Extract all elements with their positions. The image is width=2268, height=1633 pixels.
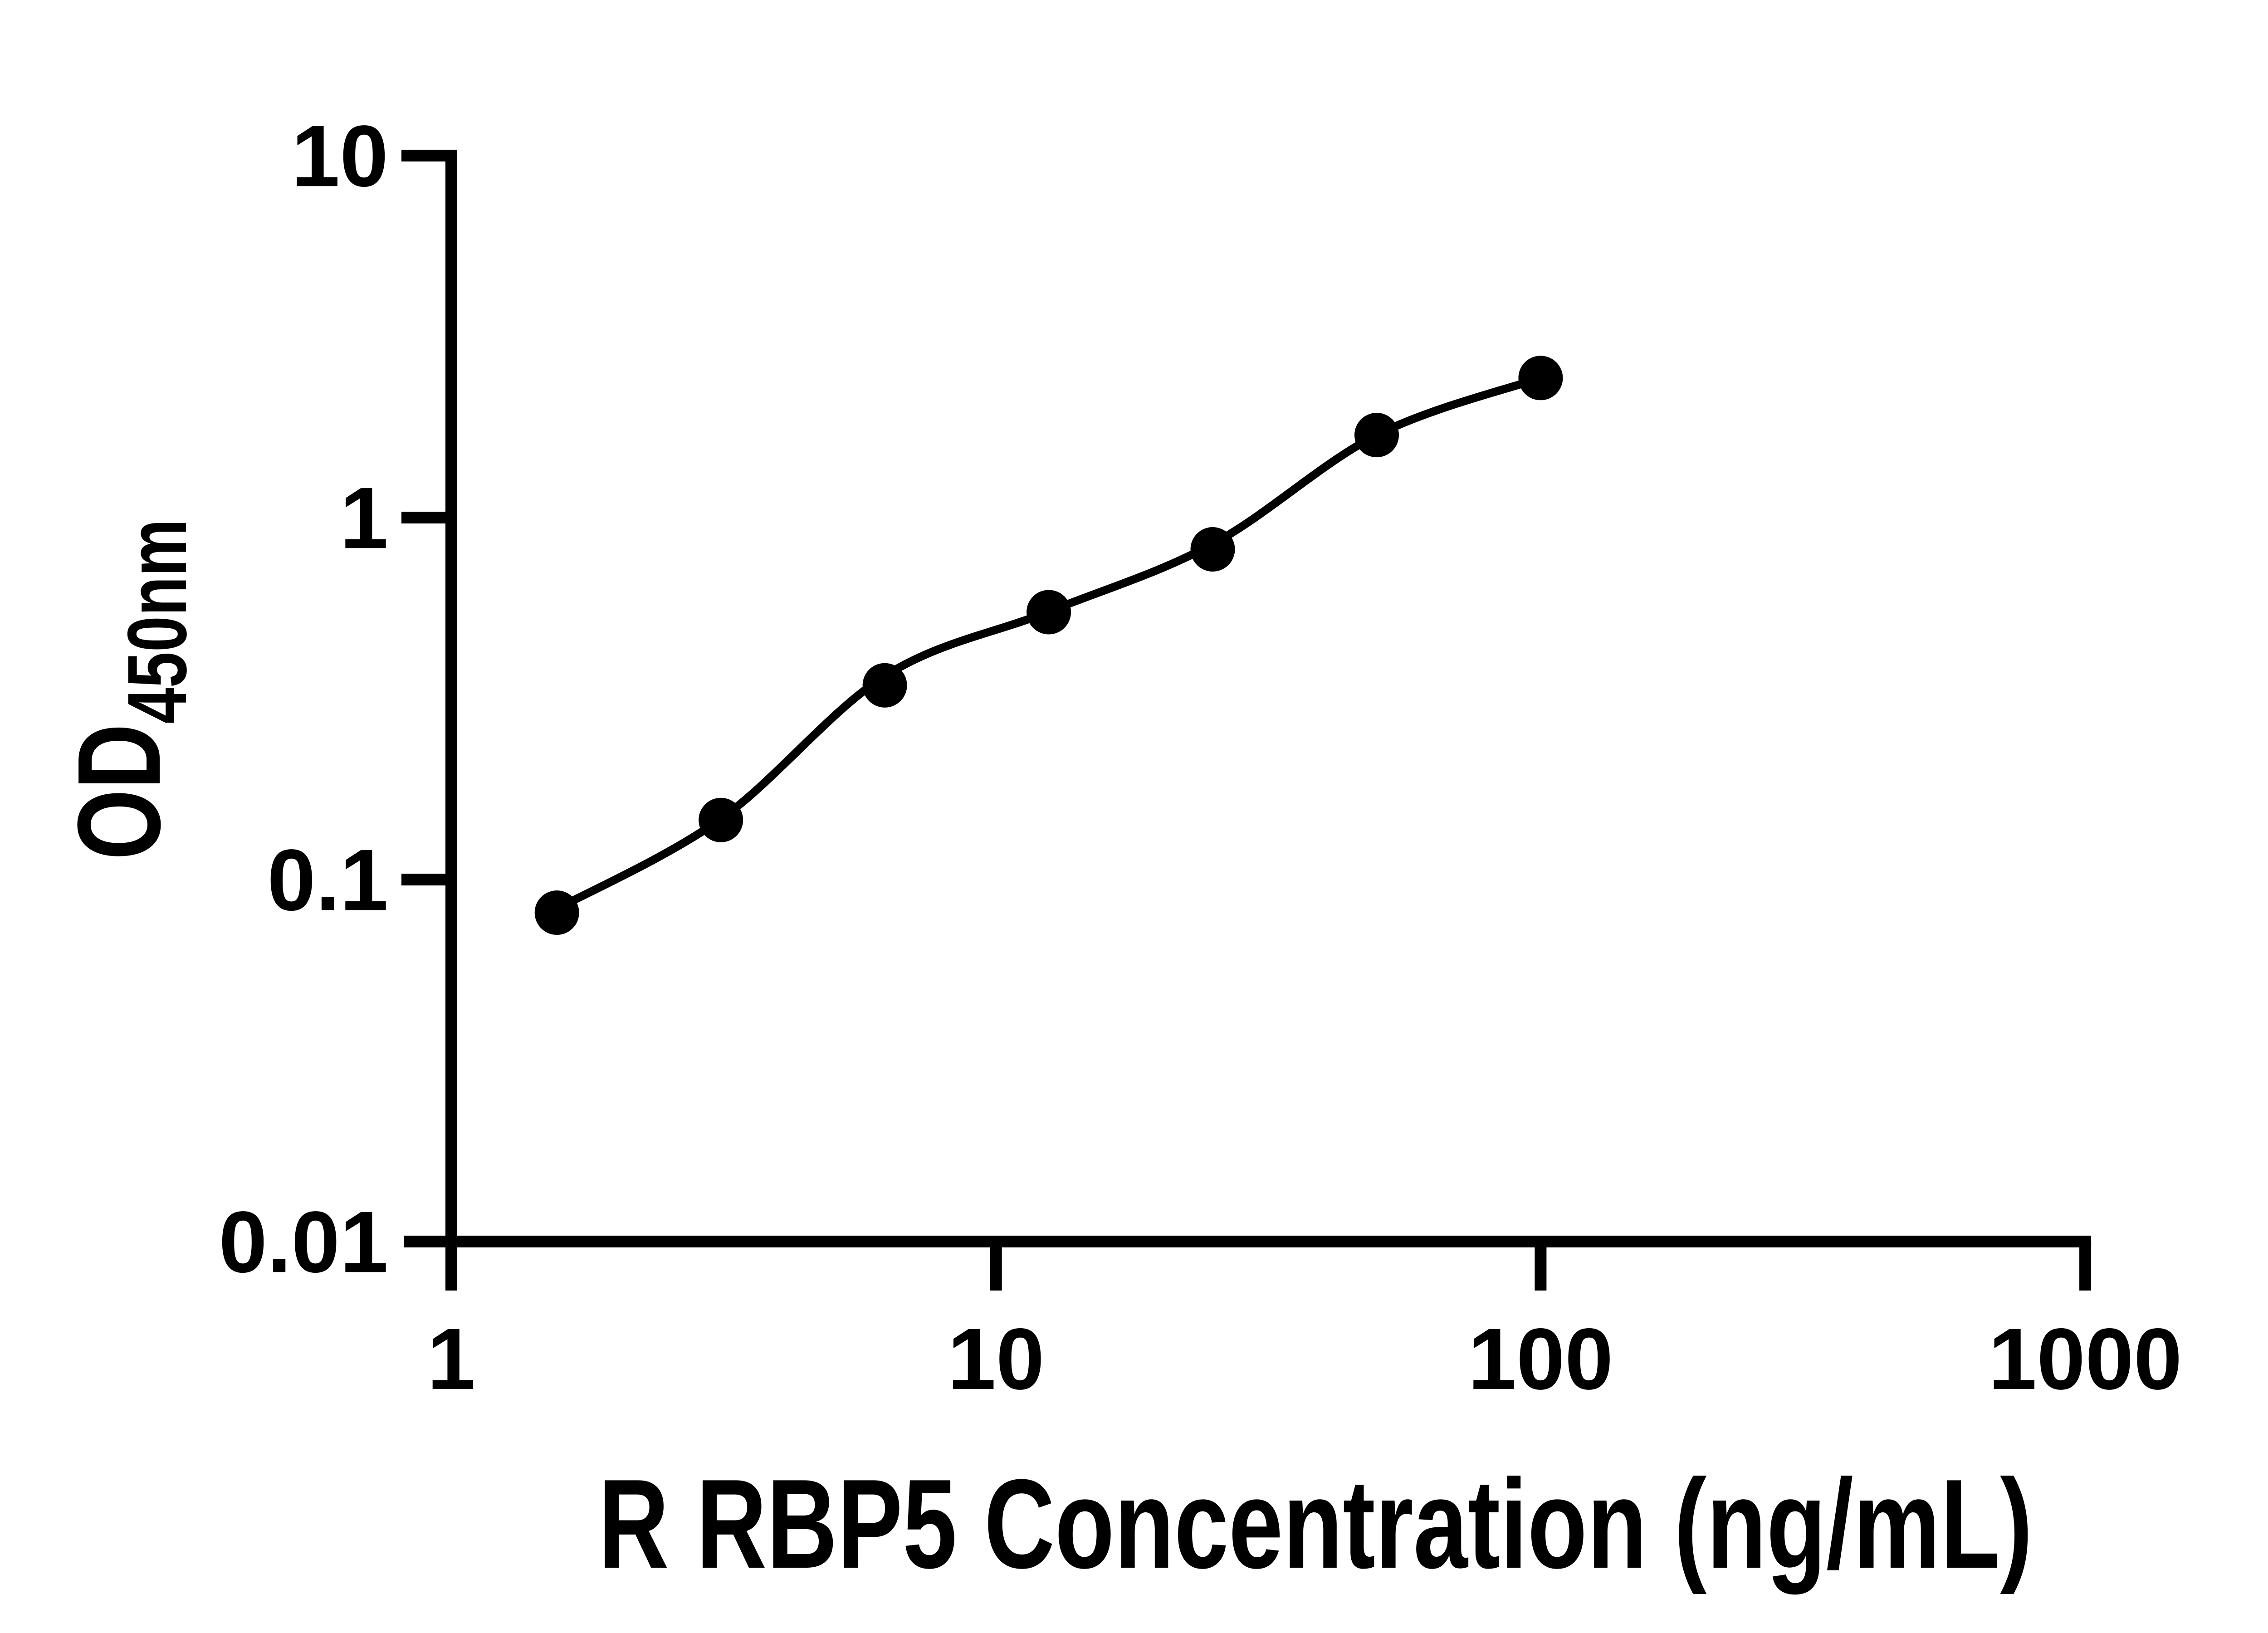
data-point bbox=[1190, 527, 1235, 572]
data-point bbox=[1518, 356, 1563, 401]
x-tick-label: 1000 bbox=[1989, 1310, 2182, 1408]
y-axis-title-main: OD bbox=[54, 724, 185, 860]
y-axis-title: OD450nm bbox=[54, 519, 204, 860]
y-tick-label: 10 bbox=[291, 107, 388, 205]
data-point bbox=[699, 797, 743, 842]
y-tick-label: 1 bbox=[340, 469, 388, 567]
x-tick-label: 1 bbox=[427, 1310, 476, 1408]
y-tick-label: 0.1 bbox=[267, 831, 388, 929]
data-point bbox=[1354, 413, 1399, 458]
y-axis-title-subscript: 450nm bbox=[110, 519, 204, 724]
data-point bbox=[1026, 590, 1071, 635]
data-point bbox=[534, 890, 579, 935]
data-point bbox=[862, 663, 907, 708]
x-axis-title: R RBP5 Concentration (ng/mL) bbox=[598, 1453, 2033, 1595]
y-tick-label: 0.01 bbox=[219, 1193, 388, 1291]
x-tick-label: 10 bbox=[948, 1310, 1045, 1408]
x-tick-label: 100 bbox=[1468, 1310, 1613, 1408]
